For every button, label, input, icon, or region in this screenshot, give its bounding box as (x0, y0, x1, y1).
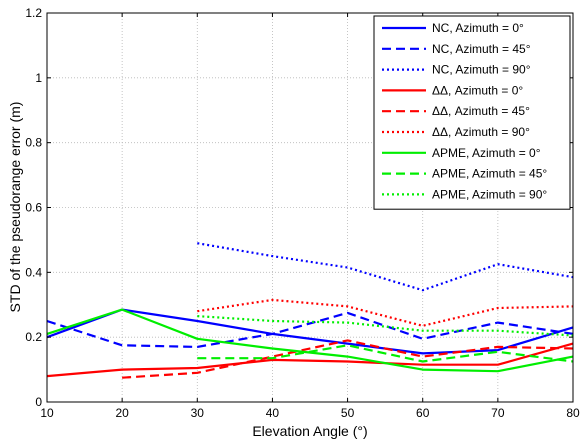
y-tick-label: 0 (35, 395, 42, 409)
x-tick-label: 30 (191, 406, 205, 420)
series-line-4 (46, 342, 574, 378)
y-tick-label: 0.6 (25, 201, 42, 215)
series-line-1 (46, 308, 574, 355)
x-tick-label: 20 (115, 406, 129, 420)
legend-label: NC, Azimuth = 45° (432, 42, 531, 56)
legend-label: APME, Azimuth = 90° (432, 187, 547, 201)
y-tick-label: 0.2 (25, 330, 42, 344)
x-tick-label: 70 (491, 406, 505, 420)
x-axis-label: Elevation Angle (°) (252, 423, 367, 439)
y-axis-label: STD of the pseudorange error (m) (7, 102, 23, 313)
legend: NC, Azimuth = 0° NC, Azimuth = 45° NC, Azi… (373, 15, 571, 210)
legend-label: APME, Azimuth = 0° (432, 146, 541, 160)
x-tick-label: 50 (341, 406, 355, 420)
legend-label: ΔΔ, Azimuth = 0° (432, 83, 523, 97)
legend-label: ΔΔ, Azimuth = 90° (432, 125, 530, 139)
y-tick-label: 0.4 (25, 265, 42, 279)
x-ticks: 10 20 30 40 50 60 70 80 (40, 13, 580, 420)
grid (47, 13, 573, 402)
series-line-2 (46, 311, 574, 348)
legend-label: NC, Azimuth = 0° (432, 21, 524, 35)
y-tick-label: 0.8 (25, 136, 42, 150)
x-tick-label: 10 (40, 406, 54, 420)
legend-label: NC, Azimuth = 90° (432, 63, 531, 77)
legend-box (373, 15, 571, 210)
x-tick-label: 40 (266, 406, 280, 420)
legend-label: APME, Azimuth = 45° (432, 167, 547, 181)
legend-label: ΔΔ, Azimuth = 45° (432, 104, 530, 118)
series-line-6 (197, 298, 574, 327)
y-ticks: 0 0.2 0.4 0.6 0.8 1 1.2 (25, 6, 573, 409)
x-tick-label: 80 (566, 406, 580, 420)
series-group (46, 242, 574, 379)
x-tick-label: 60 (416, 406, 430, 420)
series-line-8 (197, 344, 574, 363)
y-tick-label: 1.2 (25, 6, 42, 20)
y-tick-label: 1 (35, 71, 42, 85)
series-line-5 (122, 339, 574, 379)
series-line-3 (197, 242, 574, 292)
